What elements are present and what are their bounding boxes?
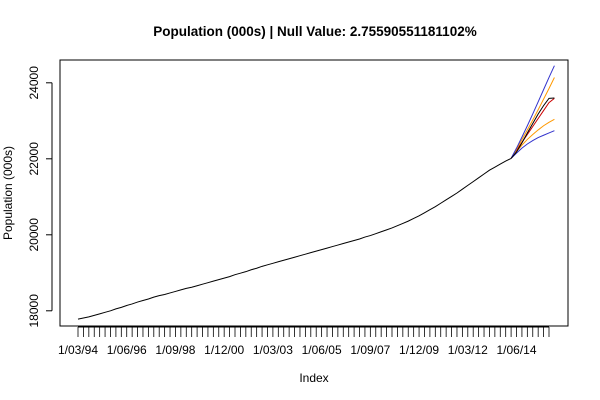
y-tick-label: 22000 <box>27 142 41 176</box>
y-tick-label: 18000 <box>27 294 41 328</box>
plot-box <box>59 59 569 327</box>
x-tick-label: 1/03/94 <box>58 343 98 357</box>
y-axis-label: Population (000s) <box>1 146 15 240</box>
series-line-forecast-upper-95 <box>510 65 555 159</box>
series-line-forecast <box>510 97 555 159</box>
x-tick-label: 1/03/12 <box>448 343 488 357</box>
x-axis-label: Index <box>299 371 328 385</box>
x-tick-label: 1/06/96 <box>107 343 147 357</box>
series-line-forecast-upper-80 <box>510 77 555 159</box>
y-axis: 18000 20000 22000 24000 <box>27 66 53 328</box>
x-tick-label: 1/09/07 <box>350 343 390 357</box>
x-tick-label: 1/12/00 <box>204 343 244 357</box>
x-axis: 1/03/94 1/06/96 1/09/98 1/12/00 1/03/03 1/06/… <box>58 326 550 357</box>
x-tick-label: 1/09/98 <box>155 343 195 357</box>
series-line-forecast-lower-95 <box>510 130 555 159</box>
x-tick-label: 1/06/14 <box>496 343 536 357</box>
x-tick-label: 1/12/09 <box>399 343 439 357</box>
y-tick-label: 24000 <box>27 66 41 100</box>
chart-title: Population (000s) | Null Value: 2.755905… <box>153 24 476 39</box>
series-line-actual <box>77 157 512 320</box>
series-layer <box>77 65 555 320</box>
x-tick-label: 1/06/05 <box>302 343 342 357</box>
series-line-actual-tail <box>510 97 555 159</box>
x-tick-label: 1/03/03 <box>253 343 293 357</box>
y-tick-label: 20000 <box>27 218 41 252</box>
